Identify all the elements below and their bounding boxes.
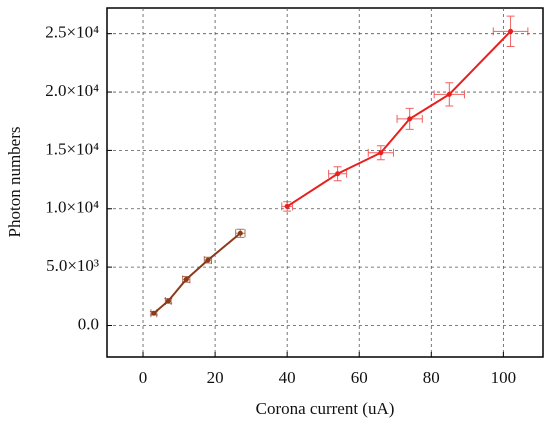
x-tick-label: 20 [207, 368, 224, 387]
data-point [205, 257, 211, 263]
x-tick-label: 0 [139, 368, 148, 387]
x-tick-label: 40 [279, 368, 296, 387]
data-point [378, 150, 384, 156]
y-tick-label: 0.0 [78, 314, 99, 333]
y-tick-label: 2.5×10⁴ [45, 23, 99, 42]
data-point [446, 91, 452, 97]
y-axis-label: Photon numbers [5, 127, 24, 238]
y-tick-label: 1.5×10⁴ [45, 139, 99, 158]
data-point [165, 298, 171, 304]
data-point [335, 171, 341, 177]
data-point [183, 276, 189, 282]
y-tick-label: 2.0×10⁴ [45, 81, 99, 100]
data-point [237, 230, 243, 236]
y-tick-label: 5.0×10³ [46, 256, 99, 275]
data-point [407, 116, 413, 122]
y-tick-label: 1.0×10⁴ [45, 198, 99, 217]
x-tick-label: 60 [351, 368, 368, 387]
data-line [286, 30, 512, 208]
x-axis-label: Corona current (uA) [256, 399, 395, 418]
plot-frame [106, 7, 544, 358]
data-point [284, 203, 290, 209]
x-tick-label: 100 [491, 368, 517, 387]
data-point [151, 310, 157, 316]
data-point [508, 28, 514, 34]
x-tick-label: 80 [423, 368, 440, 387]
